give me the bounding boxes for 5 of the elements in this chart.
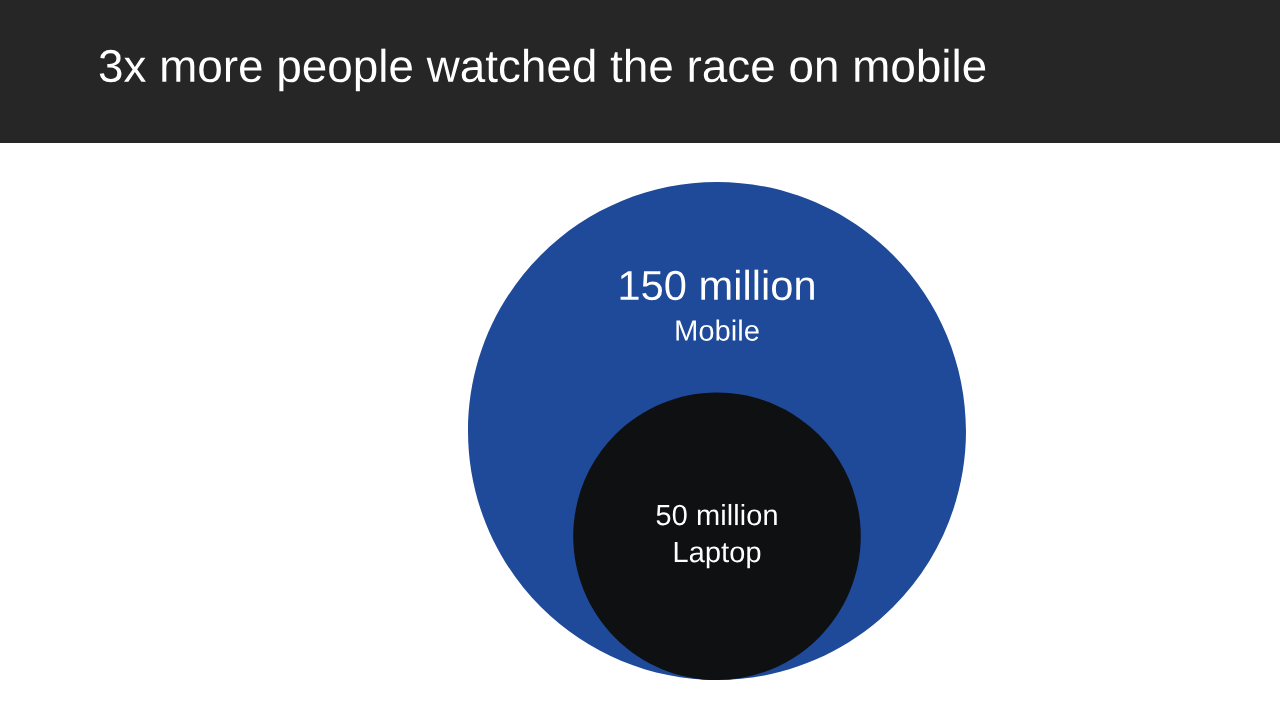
text: 3x more people watched the race on mobile [99,48,986,92]
category-label: Mobile [676,319,759,341]
data-label: 150 million [620,269,814,301]
data-label: 50 million [656,503,777,526]
category-label: Laptop [674,542,761,569]
